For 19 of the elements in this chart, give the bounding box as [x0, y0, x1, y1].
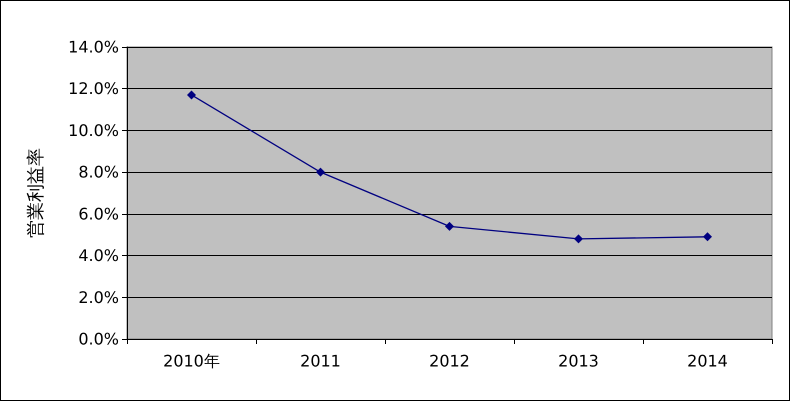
- x-tick-label: 2014: [687, 352, 728, 370]
- point: [187, 90, 196, 100]
- y-tick-label: 10.0%: [68, 120, 119, 140]
- point: [316, 168, 325, 177]
- y-tick-label: 4.0%: [78, 246, 119, 266]
- x-tick-label: 2012: [429, 352, 470, 370]
- y-tick-label: 6.0%: [78, 204, 119, 224]
- point: [703, 232, 712, 242]
- y-tick-label: 0.0%: [78, 330, 119, 348]
- x-tick-label: 2010年: [163, 352, 220, 370]
- y-tick-label: 14.0%: [68, 38, 119, 56]
- x-tick-label: 2011: [300, 352, 341, 370]
- point: [445, 222, 454, 231]
- y-tick-label: 12.0%: [68, 79, 119, 98]
- y-axis-title: 営業利益率: [26, 148, 46, 238]
- y-tick-label: 2.0%: [78, 288, 119, 307]
- point: [574, 234, 583, 244]
- y-tick-label: 8.0%: [78, 162, 119, 182]
- x-tick-label: 2013: [558, 352, 599, 370]
